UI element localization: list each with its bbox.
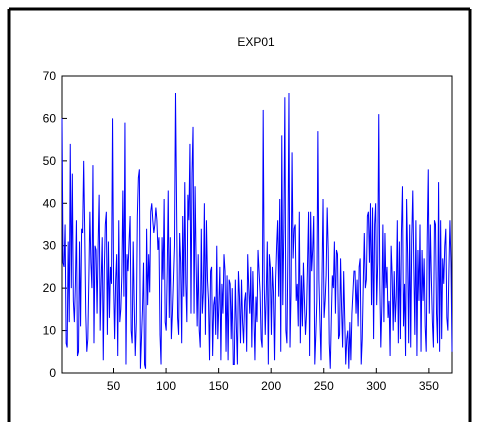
y-tick-label: 20 (43, 281, 57, 295)
y-tick-label: 40 (43, 196, 57, 210)
y-tick-label: 50 (43, 154, 57, 168)
chart-title: EXP01 (237, 35, 275, 49)
x-tick-label: 150 (209, 379, 229, 393)
x-tick-label: 300 (366, 379, 386, 393)
x-tick-label: 200 (261, 379, 281, 393)
x-axis: 50 100 150 200 250 300 350 (107, 368, 439, 393)
y-axis: 0 10 20 30 40 50 60 70 (43, 69, 67, 380)
x-tick-label: 350 (419, 379, 439, 393)
series-line (61, 92, 453, 369)
y-tick-label: 70 (43, 69, 57, 83)
x-tick-label: 100 (156, 379, 176, 393)
series-layer (61, 92, 453, 369)
x-tick-label: 250 (314, 379, 334, 393)
y-tick-label: 30 (43, 239, 57, 253)
y-tick-label: 60 (43, 111, 57, 125)
plot-area (61, 75, 453, 374)
y-tick-label: 10 (43, 324, 57, 338)
x-tick-label: 50 (107, 379, 121, 393)
y-tick-label: 0 (49, 366, 56, 380)
